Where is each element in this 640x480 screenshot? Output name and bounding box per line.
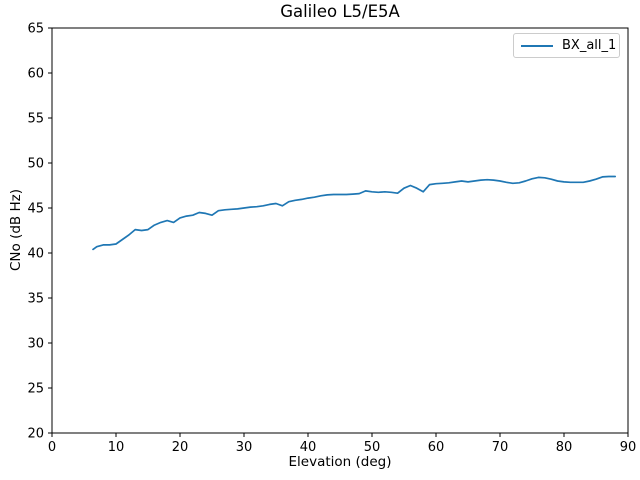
plot-border bbox=[51, 27, 629, 434]
x-tick-label: 80 bbox=[556, 440, 573, 455]
chart-title: Galileo L5/E5A bbox=[280, 2, 400, 21]
x-tick-label: 70 bbox=[492, 440, 509, 455]
x-axis-label: Elevation (deg) bbox=[288, 454, 392, 470]
x-tick-label: 40 bbox=[300, 440, 317, 455]
y-tick-label: 35 bbox=[27, 292, 44, 307]
y-tick-label: 50 bbox=[27, 157, 44, 172]
y-tick-label: 20 bbox=[27, 427, 44, 442]
y-tick-label: 65 bbox=[27, 22, 44, 37]
y-tick-label: 60 bbox=[27, 67, 44, 82]
x-tick-label: 30 bbox=[236, 440, 253, 455]
legend-box: BX_all_1 bbox=[513, 33, 620, 58]
x-tick-label: 10 bbox=[108, 440, 125, 455]
x-tick-label: 20 bbox=[172, 440, 189, 455]
y-tick-label: 40 bbox=[27, 247, 44, 262]
legend-label: BX_all_1 bbox=[562, 38, 617, 53]
x-tick-label: 50 bbox=[364, 440, 381, 455]
x-tick-label: 60 bbox=[428, 440, 445, 455]
y-axis-label: CNo (dB Hz) bbox=[8, 189, 24, 271]
series-line-bx-all-1 bbox=[92, 175, 617, 251]
y-tick-label: 30 bbox=[27, 337, 44, 352]
y-tick-label: 45 bbox=[27, 202, 44, 217]
x-tick-label: 90 bbox=[620, 440, 637, 455]
legend-line-sample bbox=[521, 44, 553, 47]
x-tick-label: 0 bbox=[48, 440, 56, 455]
y-tick-label: 55 bbox=[27, 112, 44, 127]
y-tick-label: 25 bbox=[27, 382, 44, 397]
